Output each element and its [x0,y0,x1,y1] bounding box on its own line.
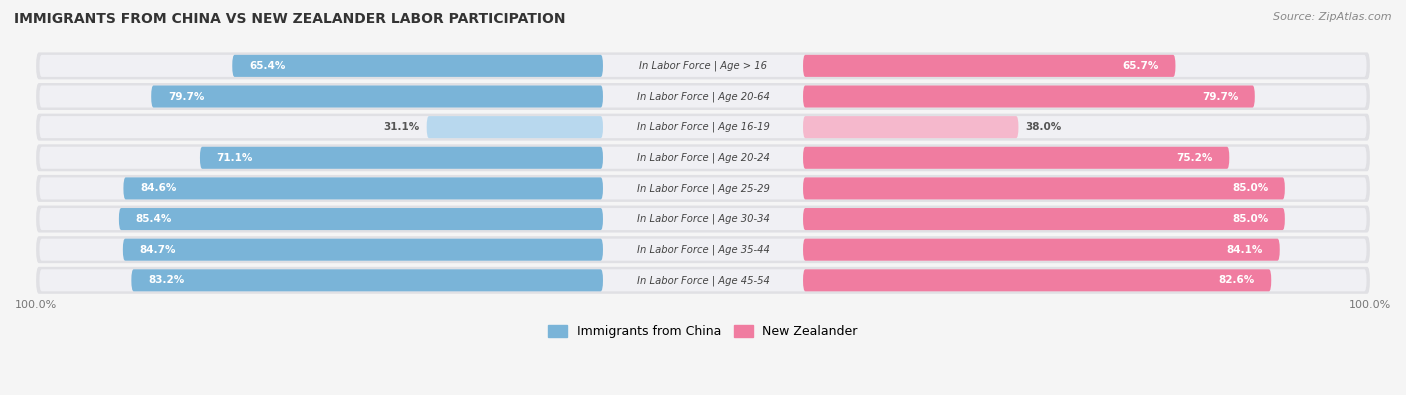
FancyBboxPatch shape [124,177,603,199]
FancyBboxPatch shape [232,55,603,77]
FancyBboxPatch shape [426,116,603,138]
FancyBboxPatch shape [131,269,603,292]
FancyBboxPatch shape [37,205,1369,233]
FancyBboxPatch shape [200,147,603,169]
Text: In Labor Force | Age > 16: In Labor Force | Age > 16 [638,60,768,71]
Text: 31.1%: 31.1% [384,122,420,132]
Text: 38.0%: 38.0% [1025,122,1062,132]
Text: IMMIGRANTS FROM CHINA VS NEW ZEALANDER LABOR PARTICIPATION: IMMIGRANTS FROM CHINA VS NEW ZEALANDER L… [14,12,565,26]
Text: 83.2%: 83.2% [148,275,184,285]
FancyBboxPatch shape [37,175,1369,202]
Text: 84.7%: 84.7% [139,245,176,255]
Text: 85.4%: 85.4% [135,214,172,224]
Text: 65.4%: 65.4% [249,61,285,71]
Text: 79.7%: 79.7% [1202,92,1239,102]
Text: In Labor Force | Age 25-29: In Labor Force | Age 25-29 [637,183,769,194]
Text: 85.0%: 85.0% [1232,214,1268,224]
FancyBboxPatch shape [803,208,1285,230]
Text: In Labor Force | Age 20-24: In Labor Force | Age 20-24 [637,152,769,163]
FancyBboxPatch shape [37,53,1369,79]
Text: Source: ZipAtlas.com: Source: ZipAtlas.com [1274,12,1392,22]
FancyBboxPatch shape [39,177,1367,199]
FancyBboxPatch shape [39,55,1367,77]
Text: 84.6%: 84.6% [141,183,177,194]
FancyBboxPatch shape [37,114,1369,141]
Text: In Labor Force | Age 35-44: In Labor Force | Age 35-44 [637,245,769,255]
FancyBboxPatch shape [803,55,1175,77]
Text: 65.7%: 65.7% [1122,61,1159,71]
FancyBboxPatch shape [803,239,1279,261]
Text: 75.2%: 75.2% [1177,153,1212,163]
FancyBboxPatch shape [39,147,1367,169]
FancyBboxPatch shape [803,269,1271,292]
Legend: Immigrants from China, New Zealander: Immigrants from China, New Zealander [543,320,863,343]
Text: 79.7%: 79.7% [167,92,204,102]
Text: In Labor Force | Age 16-19: In Labor Force | Age 16-19 [637,122,769,132]
FancyBboxPatch shape [39,239,1367,261]
FancyBboxPatch shape [803,147,1229,169]
FancyBboxPatch shape [39,269,1367,292]
FancyBboxPatch shape [39,85,1367,107]
Text: 85.0%: 85.0% [1232,183,1268,194]
FancyBboxPatch shape [803,85,1254,107]
Text: In Labor Force | Age 20-64: In Labor Force | Age 20-64 [637,91,769,102]
FancyBboxPatch shape [37,236,1369,263]
Text: 71.1%: 71.1% [217,153,253,163]
Text: 82.6%: 82.6% [1219,275,1254,285]
FancyBboxPatch shape [122,239,603,261]
FancyBboxPatch shape [37,267,1369,294]
Text: In Labor Force | Age 30-34: In Labor Force | Age 30-34 [637,214,769,224]
FancyBboxPatch shape [803,116,1018,138]
FancyBboxPatch shape [37,83,1369,110]
Text: In Labor Force | Age 45-54: In Labor Force | Age 45-54 [637,275,769,286]
FancyBboxPatch shape [803,177,1285,199]
FancyBboxPatch shape [152,85,603,107]
FancyBboxPatch shape [120,208,603,230]
FancyBboxPatch shape [37,144,1369,171]
Text: 84.1%: 84.1% [1226,245,1263,255]
FancyBboxPatch shape [39,208,1367,230]
FancyBboxPatch shape [39,116,1367,138]
